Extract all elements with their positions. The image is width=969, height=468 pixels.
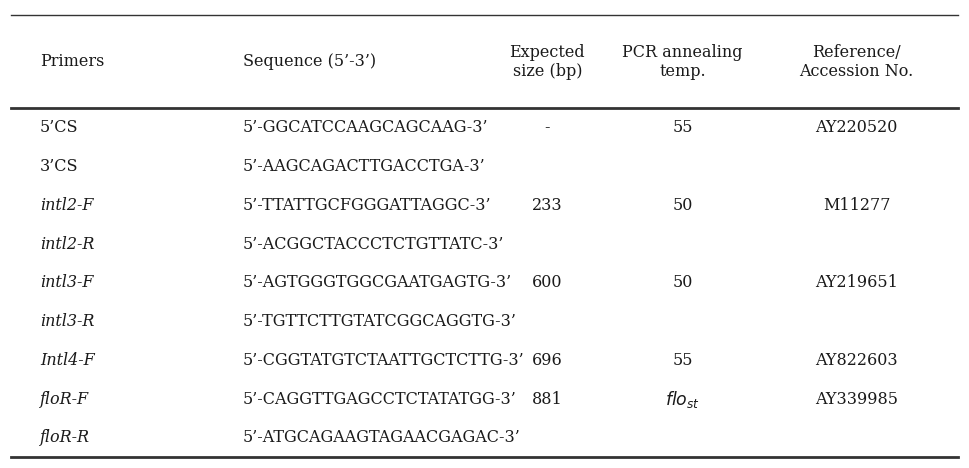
- Text: 5’-GGCATCCAAGCAGCAAG-3’: 5’-GGCATCCAAGCAGCAAG-3’: [243, 119, 488, 136]
- Text: 600: 600: [532, 274, 563, 292]
- Text: 233: 233: [532, 197, 563, 214]
- Text: intl3-F: intl3-F: [40, 274, 94, 292]
- Text: 5’-TTATTGCFGGGATTAGGC-3’: 5’-TTATTGCFGGGATTAGGC-3’: [243, 197, 491, 214]
- Text: Expected
size (bp): Expected size (bp): [510, 44, 585, 80]
- Text: intl2-R: intl2-R: [40, 235, 94, 253]
- Text: Sequence (5’-3’): Sequence (5’-3’): [243, 53, 376, 70]
- Text: 5’-ATGCAGAAGTAGAACGAGAC-3’: 5’-ATGCAGAAGTAGAACGAGAC-3’: [243, 430, 520, 446]
- Text: 55: 55: [672, 119, 693, 136]
- Text: floR-R: floR-R: [40, 430, 90, 446]
- Text: AY822603: AY822603: [815, 352, 898, 369]
- Text: floR-F: floR-F: [40, 391, 89, 408]
- Text: 5’-AGTGGGTGGCGAATGAGTG-3’: 5’-AGTGGGTGGCGAATGAGTG-3’: [243, 274, 512, 292]
- Text: 50: 50: [672, 274, 693, 292]
- Text: 50: 50: [672, 197, 693, 214]
- Text: Primers: Primers: [40, 53, 105, 70]
- Text: 696: 696: [532, 352, 563, 369]
- Text: 5’-ACGGCTACCCTCTGTTATC-3’: 5’-ACGGCTACCCTCTGTTATC-3’: [243, 235, 504, 253]
- Text: PCR annealing
temp.: PCR annealing temp.: [622, 44, 743, 80]
- Text: 5’-CAGGTTGAGCCTCTATATGG-3’: 5’-CAGGTTGAGCCTCTATATGG-3’: [243, 391, 516, 408]
- Text: intl2-F: intl2-F: [40, 197, 94, 214]
- Text: 5’-CGGTATGTCTAATTGCTCTTG-3’: 5’-CGGTATGTCTAATTGCTCTTG-3’: [243, 352, 524, 369]
- Text: Reference/
Accession No.: Reference/ Accession No.: [799, 44, 914, 80]
- Text: 5’-AAGCAGACTTGACCTGA-3’: 5’-AAGCAGACTTGACCTGA-3’: [243, 158, 485, 175]
- Text: intl3-R: intl3-R: [40, 313, 94, 330]
- Text: 881: 881: [532, 391, 563, 408]
- Text: -: -: [545, 119, 550, 136]
- Text: 5’-TGTTCTTGTATCGGCAGGTG-3’: 5’-TGTTCTTGTATCGGCAGGTG-3’: [243, 313, 516, 330]
- Text: Intl4-F: Intl4-F: [40, 352, 95, 369]
- Text: AY219651: AY219651: [815, 274, 898, 292]
- Text: $\mathit{flo_{st}}$: $\mathit{flo_{st}}$: [665, 388, 700, 410]
- Text: 3’CS: 3’CS: [40, 158, 78, 175]
- Text: AY339985: AY339985: [815, 391, 898, 408]
- Text: 5’CS: 5’CS: [40, 119, 78, 136]
- Text: AY220520: AY220520: [815, 119, 897, 136]
- Text: 55: 55: [672, 352, 693, 369]
- Text: M11277: M11277: [823, 197, 891, 214]
